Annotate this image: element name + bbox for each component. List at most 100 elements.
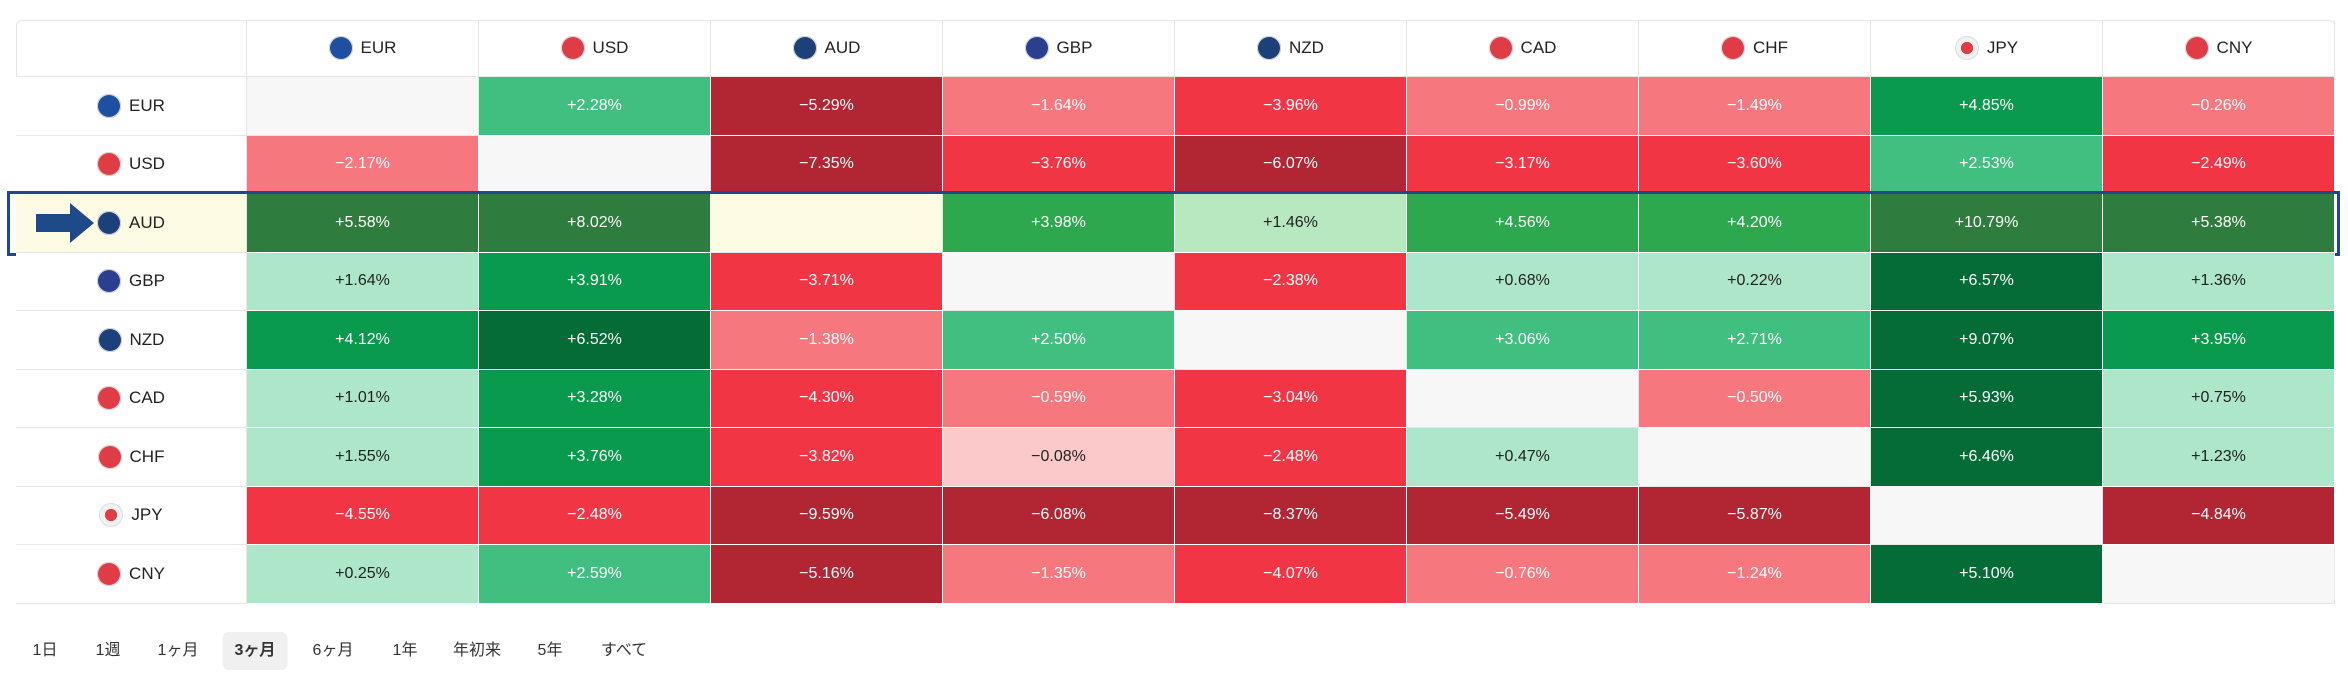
time-range-tab[interactable]: 1日 bbox=[32, 642, 58, 659]
heatmap-cell: −1.24% bbox=[1639, 545, 1871, 604]
time-range-tab[interactable]: 年初来 bbox=[452, 642, 502, 659]
flag-icon bbox=[1024, 36, 1049, 60]
heatmap-cell: −1.64% bbox=[943, 77, 1175, 136]
cell-value: +5.93% bbox=[1959, 389, 2014, 407]
column-header: EUR bbox=[247, 20, 479, 77]
cell-value: +3.06% bbox=[1495, 330, 1550, 348]
row-header: GBP bbox=[16, 252, 247, 311]
empty-cell bbox=[1175, 311, 1407, 370]
heatmap-cell: −2.38% bbox=[1175, 252, 1407, 311]
row-label: GBP bbox=[129, 271, 165, 291]
cell-value: −1.24% bbox=[1727, 564, 1782, 582]
cell-value: −8.37% bbox=[1263, 506, 1318, 524]
flag-icon bbox=[97, 93, 122, 118]
cell-value: −0.76% bbox=[1495, 564, 1550, 582]
time-range-tab[interactable]: すべて bbox=[600, 642, 648, 659]
cell-value: +6.46% bbox=[1959, 447, 2014, 465]
time-range-tab[interactable]: 1年 bbox=[392, 642, 418, 659]
column-label: CAD bbox=[1520, 38, 1557, 57]
heatmap-cell: +0.68% bbox=[1407, 252, 1639, 311]
cell-value: −0.99% bbox=[1495, 96, 1550, 114]
cell-value: −3.96% bbox=[1263, 96, 1318, 114]
heatmap-cell: +2.71% bbox=[1639, 311, 1871, 370]
row-label: CAD bbox=[129, 388, 165, 408]
heatmap-cell: +1.23% bbox=[2103, 428, 2335, 487]
heatmap-cell: −4.84% bbox=[2103, 486, 2335, 545]
cell-value: +0.47% bbox=[1495, 447, 1550, 465]
heatmap-cell: +2.53% bbox=[1871, 135, 2103, 194]
cell-value: +8.02% bbox=[567, 213, 622, 231]
row-header: EUR bbox=[16, 77, 247, 136]
heatmap-cell: −4.55% bbox=[247, 486, 479, 545]
heatmap-cell: −6.07% bbox=[1175, 135, 1407, 194]
cell-value: +6.52% bbox=[567, 330, 622, 348]
cell-value: +10.79% bbox=[1954, 213, 2019, 231]
heatmap-cell: +1.64% bbox=[247, 252, 479, 311]
column-header: USD bbox=[479, 20, 711, 77]
row-label: JPY bbox=[131, 505, 163, 525]
cell-value: +3.95% bbox=[2191, 330, 2246, 348]
flag-icon bbox=[97, 269, 122, 294]
heatmap-cell: −3.60% bbox=[1639, 135, 1871, 194]
cell-value: +2.59% bbox=[567, 564, 622, 582]
row-label: CHF bbox=[129, 446, 165, 466]
heatmap-cell: −2.49% bbox=[2103, 135, 2335, 194]
empty-cell bbox=[2103, 545, 2335, 604]
cell-value: −6.07% bbox=[1263, 155, 1318, 173]
column-header: CNY bbox=[2103, 20, 2335, 77]
cell-value: +9.07% bbox=[1959, 330, 2014, 348]
heatmap-cell: +3.28% bbox=[479, 369, 711, 428]
cell-value: −2.17% bbox=[335, 155, 390, 173]
flag-icon bbox=[97, 327, 122, 352]
empty-cell bbox=[1871, 486, 2103, 545]
time-range-tab[interactable]: 1ヶ月 bbox=[157, 642, 199, 659]
cell-value: +3.28% bbox=[567, 389, 622, 407]
cell-value: −3.04% bbox=[1263, 389, 1318, 407]
heatmap-cell: +8.02% bbox=[479, 194, 711, 253]
cell-value: −1.49% bbox=[1727, 96, 1782, 114]
heatmap-cell: −2.17% bbox=[247, 135, 479, 194]
cell-value: +1.64% bbox=[335, 272, 390, 290]
flag-icon bbox=[1954, 36, 1979, 60]
cell-value: +6.57% bbox=[1959, 272, 2014, 290]
flag-icon bbox=[1488, 36, 1513, 60]
time-range-tab[interactable]: 3ヶ月 bbox=[222, 632, 288, 670]
time-range-tab[interactable]: 6ヶ月 bbox=[312, 642, 354, 659]
flag-icon bbox=[97, 210, 122, 235]
cell-value: −3.76% bbox=[1031, 155, 1086, 173]
cell-value: +0.22% bbox=[1727, 272, 1782, 290]
cell-value: +2.53% bbox=[1959, 155, 2014, 173]
column-header: AUD bbox=[711, 20, 943, 77]
heatmap-cell: −0.26% bbox=[2103, 77, 2335, 136]
heatmap-cell: +0.22% bbox=[1639, 252, 1871, 311]
time-range-tab[interactable]: 1週 bbox=[95, 642, 121, 659]
cell-value: +0.68% bbox=[1495, 272, 1550, 290]
heatmap-cell: −1.49% bbox=[1639, 77, 1871, 136]
heatmap-cell: +2.28% bbox=[479, 77, 711, 136]
column-label: NZD bbox=[1289, 38, 1324, 57]
cell-value: +1.23% bbox=[2191, 447, 2246, 465]
heatmap-cell: −4.07% bbox=[1175, 545, 1407, 604]
time-range-tab[interactable]: 5年 bbox=[537, 642, 563, 659]
heatmap-cell: −3.04% bbox=[1175, 369, 1407, 428]
heatmap-cell: +0.75% bbox=[2103, 369, 2335, 428]
heatmap-cell: −5.87% bbox=[1639, 486, 1871, 545]
cell-value: −3.60% bbox=[1727, 155, 1782, 173]
cell-value: −5.87% bbox=[1727, 506, 1782, 524]
cell-value: −3.82% bbox=[799, 447, 854, 465]
empty-cell bbox=[1407, 369, 1639, 428]
cell-value: +2.50% bbox=[1031, 330, 1086, 348]
heatmap-cell: +5.38% bbox=[2103, 194, 2335, 253]
heatmap-cell: −0.99% bbox=[1407, 77, 1639, 136]
heatmap-cell: −3.71% bbox=[711, 252, 943, 311]
cell-value: −7.35% bbox=[799, 155, 854, 173]
cell-value: +5.58% bbox=[335, 213, 390, 231]
cell-value: −5.29% bbox=[799, 96, 854, 114]
heatmap-cell: +4.85% bbox=[1871, 77, 2103, 136]
heatmap-cell: +3.95% bbox=[2103, 311, 2335, 370]
cell-value: +2.28% bbox=[567, 96, 622, 114]
heatmap-cell: −4.30% bbox=[711, 369, 943, 428]
cell-value: −0.08% bbox=[1031, 447, 1086, 465]
row-header: CHF bbox=[16, 428, 247, 487]
